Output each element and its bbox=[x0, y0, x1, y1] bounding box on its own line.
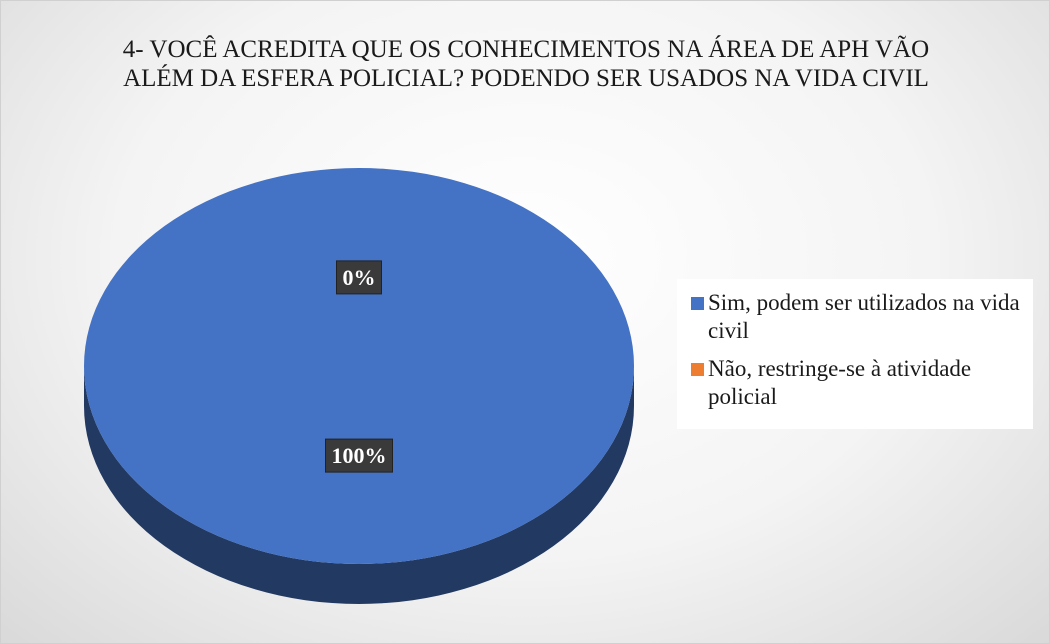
data-label: 100% bbox=[325, 438, 393, 473]
legend-swatch bbox=[691, 363, 704, 376]
data-label-box bbox=[325, 438, 393, 473]
legend-entry: Sim, podem ser utilizados na vida civil bbox=[691, 289, 1025, 345]
data-label-box bbox=[336, 260, 382, 295]
pie-side bbox=[84, 366, 634, 604]
legend-swatch bbox=[691, 297, 704, 310]
data-label-text: 100% bbox=[332, 443, 387, 468]
legend-entry: Não, restringe-se à atividade policial bbox=[691, 355, 1025, 411]
legend: Sim, podem ser utilizados na vida civil N… bbox=[677, 279, 1033, 429]
data-label-text: 0% bbox=[343, 265, 376, 290]
pie-slice bbox=[84, 168, 634, 564]
chart-title: 4- VOCÊ ACREDITA QUE OS CONHECIMENTOS NA… bbox=[122, 36, 930, 92]
legend-label: Sim, podem ser utilizados na vida civil bbox=[708, 290, 1020, 343]
legend-label: Não, restringe-se à atividade policial bbox=[708, 356, 972, 409]
data-label: 0% bbox=[336, 260, 382, 295]
